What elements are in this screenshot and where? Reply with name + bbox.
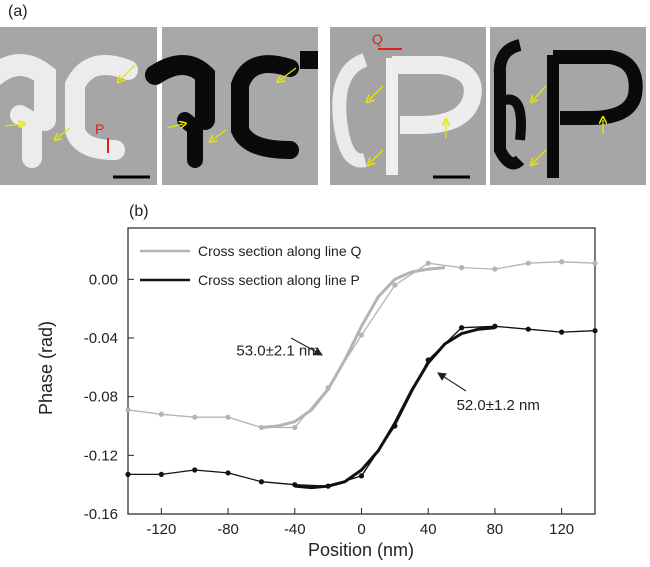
x-tick-label: -120 xyxy=(146,521,176,538)
data-point xyxy=(392,282,398,288)
y-axis-label: Phase (rad) xyxy=(36,321,56,415)
data-point xyxy=(325,483,331,489)
legend-label-p: Cross section along line P xyxy=(198,272,360,288)
y-tick-label: 0.00 xyxy=(89,271,118,288)
panel-b-label: (b) xyxy=(129,203,149,220)
x-tick-label: 120 xyxy=(549,521,574,538)
data-point xyxy=(225,414,231,420)
data-point xyxy=(392,423,398,429)
data-point xyxy=(425,260,431,266)
data-point xyxy=(325,385,331,391)
legend-label-q: Cross section along line Q xyxy=(198,243,362,259)
data-point xyxy=(525,260,531,266)
x-tick-label: 0 xyxy=(357,521,365,538)
data-point xyxy=(458,325,465,331)
data-point xyxy=(458,265,465,271)
panel-a-label: (a) xyxy=(8,3,28,20)
annotation-label-1: 52.0±1.2 nm xyxy=(457,397,540,414)
data-point xyxy=(158,411,164,417)
y-tick-label: -0.08 xyxy=(84,389,118,406)
data-point xyxy=(125,407,131,413)
data-point xyxy=(492,266,498,272)
marker-q-label: Q xyxy=(372,31,383,47)
data-point xyxy=(592,328,598,334)
annotation-arrow-1 xyxy=(437,372,467,392)
data-point xyxy=(158,471,164,477)
x-tick-label: -80 xyxy=(217,521,239,538)
data-point xyxy=(258,479,265,485)
data-point xyxy=(592,260,598,266)
data-point xyxy=(292,482,298,488)
annotation-arrow-0 xyxy=(290,337,323,356)
data-point xyxy=(425,357,431,363)
data-point xyxy=(358,332,365,338)
panel-a-micrographs: P Q xyxy=(0,27,646,185)
data-point xyxy=(358,473,365,479)
data-point xyxy=(559,259,565,265)
x-axis-label: Position (nm) xyxy=(308,540,414,560)
y-tick-label: -0.12 xyxy=(84,447,118,464)
micrograph-6p-phase: Q xyxy=(330,27,486,185)
data-point xyxy=(492,323,498,329)
data-point xyxy=(225,470,231,476)
marker-p-label: P xyxy=(95,121,104,137)
y-tick-label: -0.16 xyxy=(84,506,118,523)
x-tick-label: -40 xyxy=(284,521,306,538)
data-point xyxy=(292,424,298,431)
x-tick-label: 40 xyxy=(420,521,437,538)
x-tick-label: 80 xyxy=(487,521,504,538)
micrograph-ac-phase: P xyxy=(0,27,157,185)
data-point xyxy=(258,424,265,431)
data-point xyxy=(125,471,131,477)
micrograph-6p-amplitude xyxy=(490,27,646,185)
data-point xyxy=(559,329,565,335)
data-point xyxy=(192,467,198,473)
fit-curve-0 xyxy=(261,266,446,429)
micrograph-ac-amplitude xyxy=(145,27,318,185)
annotation-label-0: 53.0±2.1 nm xyxy=(236,343,319,360)
y-tick-label: -0.04 xyxy=(84,330,118,347)
data-point xyxy=(192,414,198,420)
data-point xyxy=(525,326,531,332)
legend: Cross section along line Q Cross section… xyxy=(140,243,362,288)
